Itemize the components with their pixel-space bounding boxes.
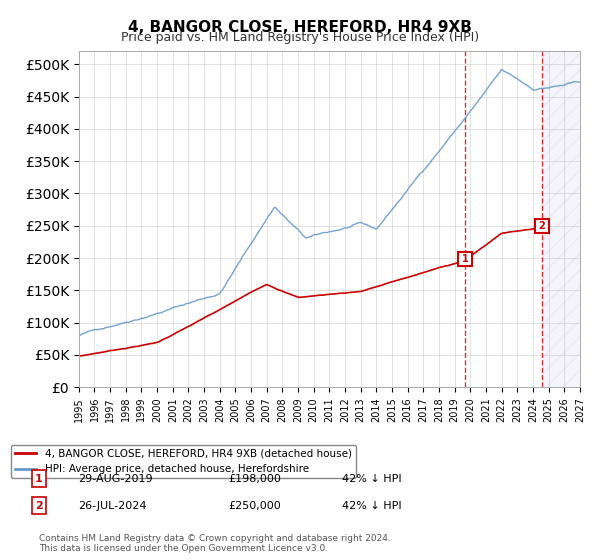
Text: 2: 2	[35, 501, 43, 511]
Text: 42% ↓ HPI: 42% ↓ HPI	[342, 501, 401, 511]
Text: 42% ↓ HPI: 42% ↓ HPI	[342, 474, 401, 484]
Bar	[542, 52, 580, 387]
Text: £198,000: £198,000	[228, 474, 281, 484]
Text: Price paid vs. HM Land Registry's House Price Index (HPI): Price paid vs. HM Land Registry's House …	[121, 31, 479, 44]
Text: 26-JUL-2024: 26-JUL-2024	[78, 501, 146, 511]
Text: Contains HM Land Registry data © Crown copyright and database right 2024.
This d: Contains HM Land Registry data © Crown c…	[39, 534, 391, 553]
Text: 4, BANGOR CLOSE, HEREFORD, HR4 9XB: 4, BANGOR CLOSE, HEREFORD, HR4 9XB	[128, 20, 472, 35]
Legend: 4, BANGOR CLOSE, HEREFORD, HR4 9XB (detached house), HPI: Average price, detache: 4, BANGOR CLOSE, HEREFORD, HR4 9XB (deta…	[11, 445, 356, 478]
Text: 29-AUG-2019: 29-AUG-2019	[78, 474, 152, 484]
Text: 1: 1	[461, 254, 469, 264]
Text: 2: 2	[538, 221, 545, 231]
Text: 1: 1	[35, 474, 43, 484]
Text: £250,000: £250,000	[228, 501, 281, 511]
